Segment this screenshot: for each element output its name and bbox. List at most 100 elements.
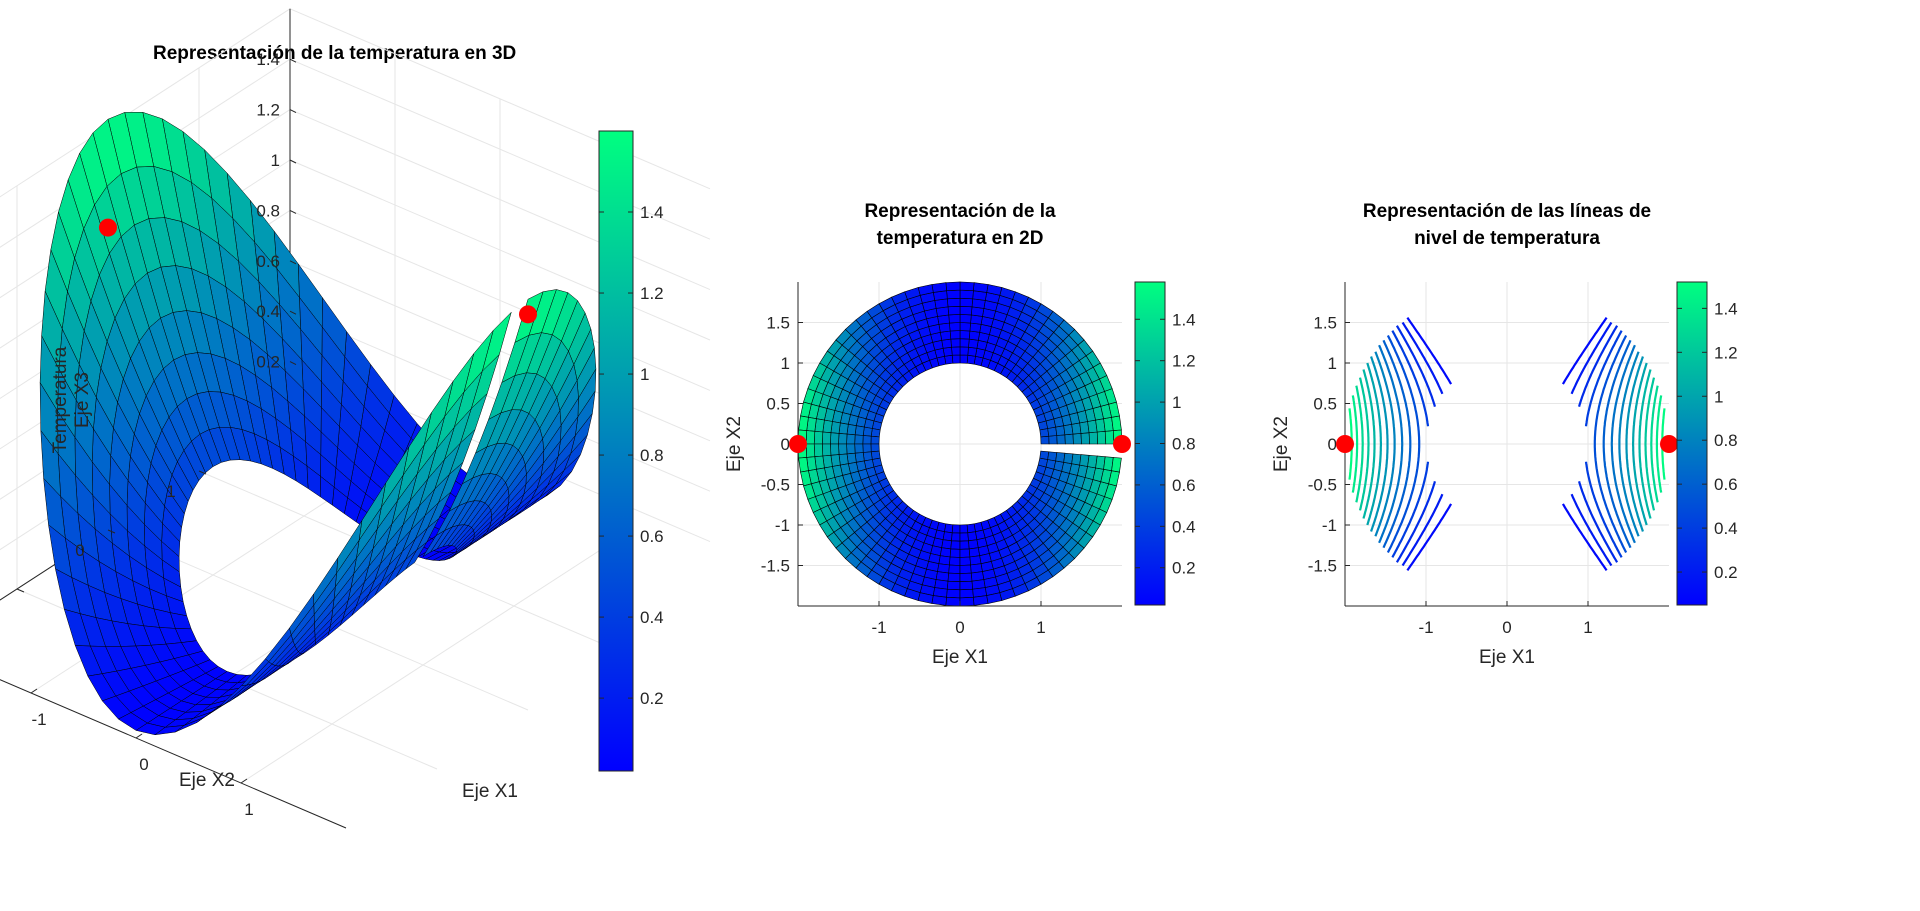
pcolor-cell [939,330,952,341]
pcolor-cell [959,556,971,566]
pcolor-cell [854,443,864,454]
surface-3d-x-tick [135,733,143,739]
pcolor-cell [1111,457,1122,473]
pcolor-cell [946,580,961,591]
pcolor-cell [938,322,951,333]
contour-line [1401,321,1444,567]
surface-3d-colorbar-tick-label: 1.2 [640,284,664,303]
contour-x-tick-label: -1 [1418,618,1433,637]
contour-line [1386,335,1421,553]
surface-3d-markers [99,218,537,324]
contour-line [1650,385,1659,503]
surface-3d-colorbar-tick-label: 0.4 [640,608,664,627]
surface-3d-gridline [289,8,711,190]
pcolor-cell [949,322,961,332]
surface-3d-z-tick-label: 0.6 [256,252,280,271]
surface-3d-z-tick-label: 0.2 [256,353,280,372]
pcolor-cell [838,453,849,466]
pcolor-cell [959,314,972,324]
contour-line [1382,339,1412,549]
pcolor-2d-markers [789,435,1131,453]
pcolor-cell [1104,430,1115,445]
pcolor-cell [854,425,865,436]
contour-y-tick-label: 1.5 [1313,314,1337,333]
pcolor-2d-colorbar-tick-label: 1.4 [1172,310,1196,329]
contour-line [1374,351,1396,537]
surface-3d-z-tick [289,159,297,164]
pcolor-cell [951,354,961,364]
pcolor-cell [966,354,976,365]
pcolor-cell [969,555,982,566]
contour-line [1362,369,1376,519]
contour-x-tick-label: 1 [1583,618,1592,637]
surface-3d-z-tick-label: 1 [271,151,280,170]
pcolor-cell [949,548,961,558]
pcolor-cell [947,305,961,316]
contour-line [1366,362,1382,526]
pcolor-cell [941,338,952,349]
surface-3d-z-tick-label: 0.8 [256,201,280,220]
pcolor-cell [959,588,974,599]
pcolor-cell [846,443,856,455]
pcolor-cell [1096,430,1107,445]
pcolor-cell [959,564,972,574]
surface-3d-marker [99,218,117,237]
contour-line [1391,330,1430,558]
pcolor-cell [854,452,865,463]
pcolor-cell [948,314,961,324]
contour-marker [1336,435,1354,453]
pcolor-cell [959,596,975,607]
pcolor-2d-colorbar-tick-label: 0.2 [1172,559,1196,578]
surface-3d-x-tick-label: -1 [31,710,46,729]
contour-line [1625,356,1644,532]
contour-line [1370,356,1389,532]
pcolor-cell [1047,451,1058,462]
pcolor-cell [805,430,816,445]
surface-3d-z-tick [289,209,297,214]
pcolor-cell [813,443,824,458]
surface-3d-colorbar-tick-label: 1 [640,365,649,384]
contour-lines [1348,317,1666,571]
contour-title-line1: Representación de las líneas de [1363,201,1651,222]
pcolor-cell [959,580,974,591]
pcolor-marker [789,435,807,453]
contour-line [1593,335,1628,553]
pcolor-2d-panel: Representación de la temperatura en 2D -… [724,201,1196,668]
pcolor-cell [1064,433,1074,445]
pcolor-2d-axes: -1 0 1 -1.5 -1 -0.5 0 0.5 1 1.5 [761,282,1122,637]
pcolor-cell [830,443,840,456]
contour-y-tick-label: -0.5 [1308,476,1337,495]
pcolor-2d-colorbar-tick-label: 1.2 [1172,352,1196,371]
pcolor-cell [1039,450,1050,460]
pcolor-cell [946,297,961,308]
pcolor-2d-ylabel: Eje X2 [724,416,745,472]
pcolor-cell [968,539,979,550]
contour-y-tick-label: 0 [1328,435,1337,454]
pcolor-cell [959,354,969,364]
pcolor-2d-colorbar-tick-label: 0.6 [1172,476,1196,495]
contour-line [1602,339,1632,549]
pcolor-cell [959,322,971,332]
contour-colorbar-tick-label: 1 [1714,387,1723,406]
pcolor-cell [1071,422,1082,435]
pcolor-cell [959,532,969,542]
pcolor-cell [1055,452,1066,463]
pcolor-2d-y-tick-label: -0.5 [761,476,790,495]
pcolor-2d-mesh [797,281,1123,607]
surface-3d-z-tick [289,361,297,366]
pcolor-cell [959,297,974,308]
surface-3d-colorbar-tick-label: 0.6 [640,527,664,546]
surface-3d-colorbar-tick-label: 0.2 [640,689,664,708]
contour-colorbar-tick-label: 1.2 [1714,343,1738,362]
pcolor-cell [959,572,973,583]
surface-3d-colorbar-tick-label: 0.8 [640,446,664,465]
pcolor-cell [967,346,978,357]
contour-line [1578,325,1619,563]
pcolor-cell [1071,453,1082,466]
pcolor-cell [1055,425,1066,436]
pcolor-cell [1088,431,1099,445]
contour-colorbar-tick-label: 0.6 [1714,475,1738,494]
pcolor-2d-xlabel: Eje X1 [932,647,988,668]
surface-3d-zlabel-line2: Eje X3 [72,372,93,428]
pcolor-cell [870,435,880,445]
